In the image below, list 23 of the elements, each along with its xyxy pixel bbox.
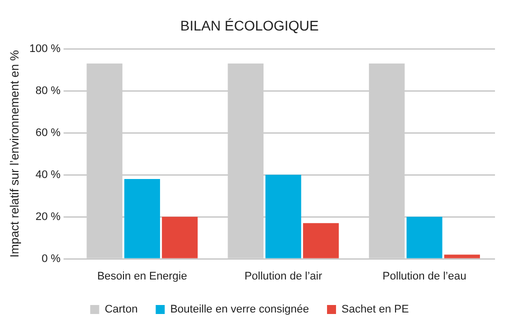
bar [368,64,405,258]
legend-label: Carton [104,304,138,316]
y-tick-label: 40 % [36,168,61,181]
x-tick-label: Besoin en Energie [97,270,188,282]
bar [303,223,339,258]
y-tick-label: 60 % [36,126,61,139]
y-axis-title: Impact relatif sur l’environnement en % [8,50,22,258]
legend-label: Bouteille en verre consignée [170,304,310,316]
y-tick-label: 80 % [36,84,61,97]
bar [124,179,160,258]
bar [228,64,264,258]
y-tick-label: 0 % [42,252,61,265]
bar [86,64,122,258]
x-tick-label: Pollution de l’air [244,270,322,282]
bar [406,216,442,258]
bar [265,174,302,258]
chart-title: BILAN ÉCOLOGIQUE [180,17,319,34]
x-tick-label: Pollution de l’eau [382,270,466,282]
y-tick-label: 100 % [29,42,61,55]
y-tick-label: 20 % [36,210,61,223]
bar [162,216,198,258]
legend-label: Sachet en PE [342,304,409,316]
bar [444,254,480,258]
